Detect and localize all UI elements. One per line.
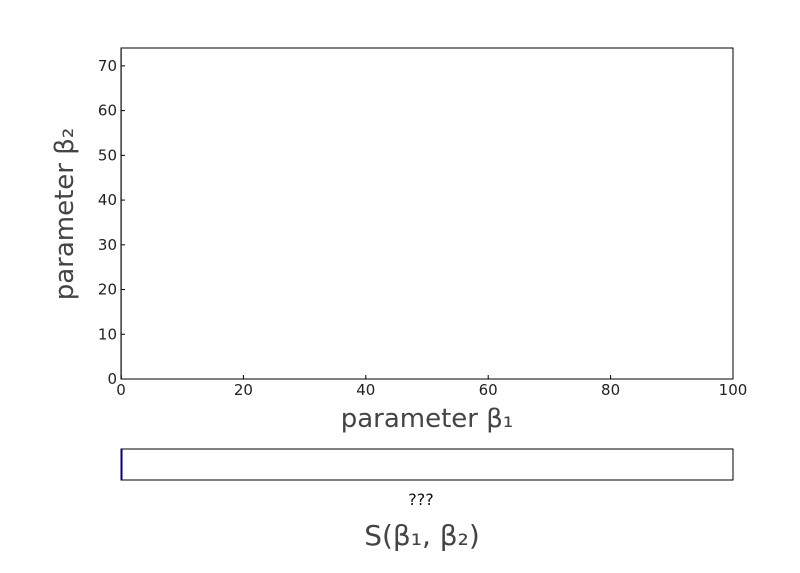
- y-tick-label: 20: [98, 281, 117, 299]
- y-axis-label: parameter β₂: [50, 128, 80, 301]
- colorbar: [120, 448, 734, 481]
- y-axis-ticks: 0 10 20 30 40 50 60 70: [98, 57, 125, 388]
- y-tick-label: 30: [98, 236, 117, 254]
- x-tick-label: 40: [356, 381, 375, 399]
- x-tick-label: 80: [601, 381, 620, 399]
- colorbar-title: S(β₁, β₂): [364, 519, 480, 552]
- y-tick-label: 0: [107, 370, 117, 388]
- x-tick-label: 0: [116, 381, 126, 399]
- colorbar-tick-label: ???: [408, 490, 433, 509]
- y-tick-label: 60: [98, 102, 117, 120]
- y-tick-label: 50: [98, 146, 117, 164]
- x-axis-ticks: 0 20 40 60 80 100: [116, 375, 747, 399]
- plot-area: [120, 47, 734, 380]
- x-tick-label: 20: [234, 381, 253, 399]
- x-axis-label: parameter β₁: [341, 404, 514, 434]
- y-tick-label: 40: [98, 191, 117, 209]
- y-tick-label: 70: [98, 57, 117, 75]
- x-tick-label: 60: [479, 381, 498, 399]
- y-tick-label: 10: [98, 325, 117, 343]
- x-tick-label: 100: [719, 381, 748, 399]
